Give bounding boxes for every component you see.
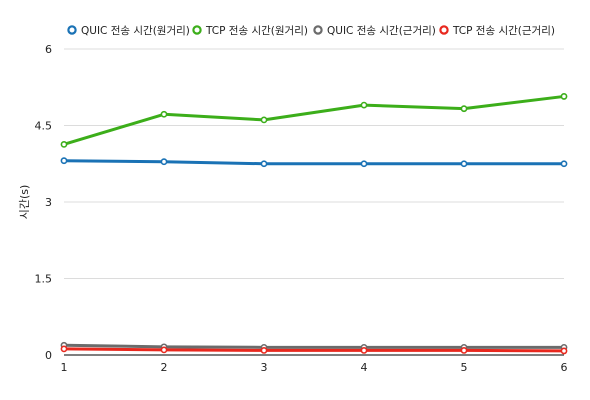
legend-marker-icon [439,25,449,35]
data-point [60,140,68,148]
data-point [360,347,368,354]
legend-label: QUIC 전송 시간(원거리) [81,25,190,37]
data-point [160,346,168,354]
x-tick-label: 2 [161,361,168,374]
data-point [360,101,368,109]
data-point [160,158,168,166]
data-point [460,105,468,113]
y-tick-label: 1.5 [35,273,53,286]
data-point [260,347,268,354]
series-line [62,343,566,349]
series-group [60,93,568,355]
data-point [460,160,468,168]
y-tick-label: 3 [45,196,52,209]
legend-label: QUIC 전송 시간(근거리) [327,25,436,37]
data-point [560,93,568,100]
data-point [260,116,268,124]
series-line [62,347,566,353]
series-line [62,94,566,146]
x-tick-label: 1 [61,361,68,374]
x-tick-label: 5 [461,361,468,374]
legend-label: TCP 전송 시간(원거리) [205,25,308,37]
x-tick-label: 6 [561,361,568,374]
legend-label: TCP 전송 시간(근거리) [452,25,555,37]
data-point [60,345,68,353]
legend-marker-icon [313,25,323,35]
data-point [560,160,568,168]
data-point [160,110,168,118]
y-axis-ticks: 0 1.5 3 4.5 6 [35,43,53,362]
data-point [260,160,268,168]
data-point [360,160,368,168]
data-point [560,347,568,355]
legend-marker-icon [192,25,202,35]
x-tick-label: 3 [261,361,268,374]
legend-marker-icon [67,25,77,35]
x-tick-label: 4 [361,361,368,374]
y-tick-label: 0 [45,349,52,362]
y-tick-label: 4.5 [35,120,53,133]
y-axis-label: 시간(s) [18,185,31,220]
x-axis-ticks: 1 2 3 4 5 6 [61,361,568,374]
legend: QUIC 전송 시간(원거리) TCP 전송 시간(원거리) QUIC 전송 시간(… [67,25,555,37]
y-tick-label: 6 [45,43,52,56]
data-point [60,157,68,165]
gridlines [64,48,564,356]
data-point [460,347,468,354]
series-line [62,159,566,166]
